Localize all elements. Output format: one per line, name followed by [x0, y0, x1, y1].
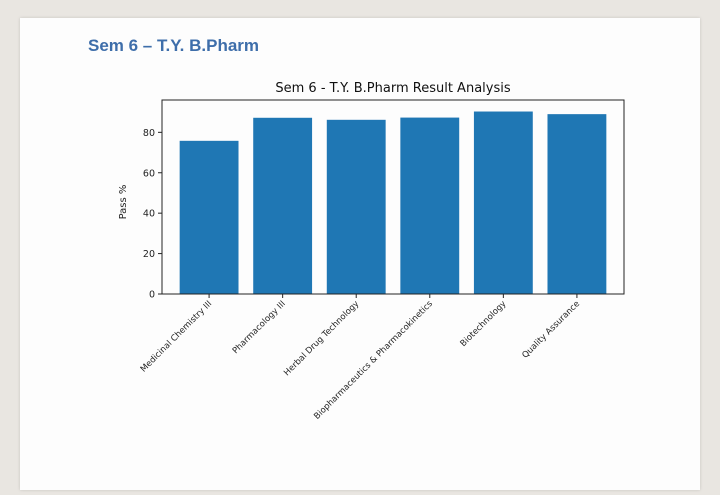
y-tick-label-0: 0	[149, 290, 155, 301]
bar-2	[326, 119, 386, 294]
bar-4	[473, 111, 533, 294]
bar-3	[400, 117, 460, 294]
x-tick-label-1: Pharmacology III	[231, 299, 288, 356]
bar-0	[179, 140, 239, 294]
bar-1	[253, 117, 313, 295]
x-tick-label-2: Herbal Drug Technology	[282, 299, 361, 378]
y-axis-label: Pass %	[118, 185, 129, 220]
x-tick-label-4: Biotechnology	[459, 299, 509, 349]
chart-title: Sem 6 - T.Y. B.Pharm Result Analysis	[275, 81, 510, 96]
plot-frame	[161, 99, 625, 295]
x-tick-label-0: Medicinal Chemistry III	[139, 299, 214, 374]
x-tick-label-5: Quality Assurance	[520, 299, 582, 361]
y-tick-label-2: 40	[143, 209, 155, 220]
slide-heading: Sem 6 – T.Y. B.Pharm	[88, 36, 260, 55]
y-tick-label-1: 20	[143, 249, 155, 260]
y-tick-label-3: 60	[143, 168, 155, 179]
y-tick-label-4: 80	[143, 128, 155, 139]
bar-5	[547, 114, 607, 294]
x-tick-label-3: Biopharmaceutics & Pharmacokinetics	[312, 299, 435, 422]
